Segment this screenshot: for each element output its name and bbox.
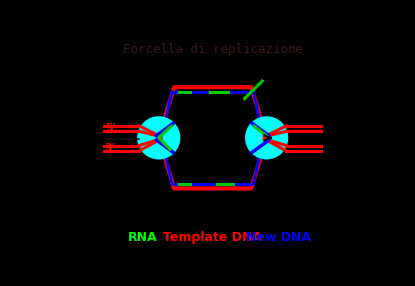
Circle shape — [138, 117, 180, 159]
Text: Forcella di replicazione: Forcella di replicazione — [123, 43, 303, 56]
Text: 5': 5' — [105, 124, 116, 134]
Text: RNA: RNA — [127, 231, 157, 244]
Text: Template DNA: Template DNA — [163, 231, 262, 244]
Circle shape — [246, 117, 288, 159]
Text: 3': 3' — [105, 143, 116, 153]
Text: New DNA: New DNA — [246, 231, 311, 244]
